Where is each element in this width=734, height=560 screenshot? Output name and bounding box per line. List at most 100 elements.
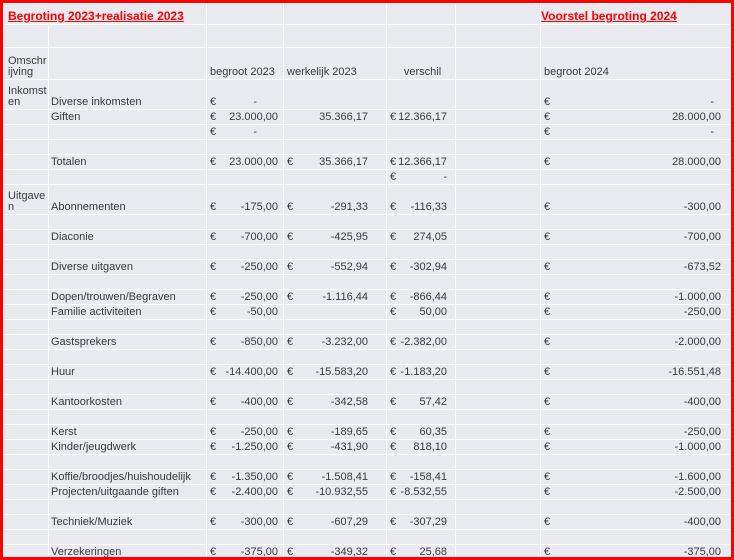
cell-begroot-2024[interactable] xyxy=(540,214,731,230)
cell-begroot-2023[interactable]: € -50,00 xyxy=(206,304,285,320)
row-label-cell[interactable]: Abonnementen xyxy=(47,184,208,215)
cell-verschil[interactable]: € - xyxy=(386,169,457,185)
cell-werkelijk-2023[interactable]: € -189,65 xyxy=(283,424,388,440)
cell-verschil[interactable]: €274,05 xyxy=(386,229,457,245)
cell-empty[interactable] xyxy=(455,469,542,485)
section-label-cell[interactable] xyxy=(3,259,49,275)
header-begroot-2023[interactable]: begroot 2023 xyxy=(206,47,285,80)
cell-werkelijk-2023[interactable] xyxy=(283,169,388,185)
cell-empty[interactable] xyxy=(455,424,542,440)
cell-werkelijk-2023[interactable]: € -1.116,44 xyxy=(283,289,388,305)
cell-empty[interactable] xyxy=(455,349,542,365)
row-label-cell[interactable]: Diaconie xyxy=(47,229,208,245)
cell-werkelijk-2023[interactable]: € -425,95 xyxy=(283,229,388,245)
cell-empty[interactable] xyxy=(206,24,285,48)
cell-empty[interactable] xyxy=(455,214,542,230)
cell-verschil[interactable]: €818,10 xyxy=(386,439,457,455)
cell-verschil[interactable] xyxy=(386,499,457,515)
cell-empty[interactable] xyxy=(455,439,542,455)
row-label-cell[interactable]: Huur xyxy=(47,364,208,380)
cell-empty[interactable] xyxy=(455,154,542,170)
cell-empty[interactable] xyxy=(455,499,542,515)
row-label-cell[interactable]: Diverse inkomsten xyxy=(47,79,208,110)
cell-begroot-2024[interactable] xyxy=(540,454,731,470)
cell-verschil[interactable] xyxy=(386,139,457,155)
row-label-cell[interactable]: Diverse uitgaven xyxy=(47,259,208,275)
row-label-cell[interactable]: Techniek/Muziek xyxy=(47,514,208,530)
cell-verschil[interactable]: €12.366,17 xyxy=(386,154,457,170)
row-label-cell[interactable]: Kantoorkosten xyxy=(47,394,208,410)
cell-begroot-2024[interactable] xyxy=(540,139,731,155)
cell-werkelijk-2023[interactable] xyxy=(283,454,388,470)
section-label-cell[interactable] xyxy=(3,544,49,557)
cell-empty[interactable] xyxy=(455,184,542,215)
cell-verschil[interactable] xyxy=(386,349,457,365)
cell-begroot-2023[interactable]: € -2.400,00 xyxy=(206,484,285,500)
cell-empty[interactable] xyxy=(455,379,542,395)
cell-empty[interactable] xyxy=(283,3,388,25)
cell-werkelijk-2023[interactable] xyxy=(283,409,388,425)
cell-empty[interactable] xyxy=(455,139,542,155)
section-label-cell[interactable] xyxy=(3,229,49,245)
cell-werkelijk-2023[interactable]: € -431,90 xyxy=(283,439,388,455)
cell-empty[interactable] xyxy=(455,364,542,380)
row-label-cell[interactable] xyxy=(47,244,208,260)
cell-empty[interactable] xyxy=(455,484,542,500)
row-label-cell[interactable]: Giften xyxy=(47,109,208,125)
section-label-cell[interactable] xyxy=(3,469,49,485)
cell-werkelijk-2023[interactable] xyxy=(283,244,388,260)
row-label-cell[interactable] xyxy=(47,499,208,515)
cell-verschil[interactable] xyxy=(386,529,457,545)
section-label-cell[interactable] xyxy=(3,499,49,515)
cell-verschil[interactable] xyxy=(386,214,457,230)
section-label-cell[interactable] xyxy=(3,514,49,530)
cell-empty[interactable] xyxy=(455,79,542,110)
cell-werkelijk-2023[interactable] xyxy=(283,139,388,155)
cell-werkelijk-2023[interactable]: €35.366,17 xyxy=(283,154,388,170)
section-label-cell[interactable] xyxy=(3,409,49,425)
section-label-cell[interactable]: Uitgaven xyxy=(3,184,49,215)
cell-empty[interactable] xyxy=(455,514,542,530)
section-label-cell[interactable] xyxy=(3,109,49,125)
section-label-cell[interactable] xyxy=(3,454,49,470)
header-omschrijving[interactable]: Omschrijving xyxy=(3,47,49,80)
cell-verschil[interactable] xyxy=(386,124,457,140)
cell-verschil[interactable]: €60,35 xyxy=(386,424,457,440)
cell-empty[interactable] xyxy=(455,259,542,275)
cell-verschil[interactable]: €25,68 xyxy=(386,544,457,557)
cell-begroot-2023[interactable]: €23.000,00 xyxy=(206,109,285,125)
cell-werkelijk-2023[interactable]: 35.366,17 xyxy=(283,109,388,125)
cell-verschil[interactable] xyxy=(386,244,457,260)
cell-begroot-2024[interactable]: € -1.000,00 xyxy=(540,289,731,305)
cell-begroot-2023[interactable]: € -1.250,00 xyxy=(206,439,285,455)
row-label-cell[interactable]: Kerst xyxy=(47,424,208,440)
cell-empty[interactable] xyxy=(455,544,542,557)
cell-begroot-2024[interactable]: €28.000,00 xyxy=(540,109,731,125)
row-label-cell[interactable] xyxy=(47,529,208,545)
section-label-cell[interactable] xyxy=(3,154,49,170)
cell-werkelijk-2023[interactable]: € -3.232,00 xyxy=(283,334,388,350)
cell-empty[interactable] xyxy=(283,24,388,48)
cell-werkelijk-2023[interactable] xyxy=(283,214,388,230)
row-label-cell[interactable] xyxy=(47,214,208,230)
row-label-cell[interactable]: Gastsprekers xyxy=(47,334,208,350)
cell-empty[interactable] xyxy=(455,319,542,335)
cell-werkelijk-2023[interactable] xyxy=(283,349,388,365)
cell-werkelijk-2023[interactable]: € -291,33 xyxy=(283,184,388,215)
cell-begroot-2024[interactable]: € -400,00 xyxy=(540,394,731,410)
cell-empty[interactable] xyxy=(455,124,542,140)
row-label-cell[interactable]: Totalen xyxy=(47,154,208,170)
cell-empty[interactable] xyxy=(455,3,542,25)
cell-empty[interactable] xyxy=(455,409,542,425)
cell-verschil[interactable]: € -1.183,20 xyxy=(386,364,457,380)
cell-begroot-2023[interactable] xyxy=(206,454,285,470)
cell-begroot-2023[interactable]: € - xyxy=(206,124,285,140)
header-werkelijk-2023[interactable]: werkelijk 2023 xyxy=(283,47,388,80)
cell-empty[interactable] xyxy=(455,454,542,470)
cell-begroot-2024[interactable] xyxy=(540,379,731,395)
section-label-cell[interactable] xyxy=(3,379,49,395)
cell-werkelijk-2023[interactable]: € -15.583,20 xyxy=(283,364,388,380)
cell-begroot-2023[interactable] xyxy=(206,169,285,185)
cell-verschil[interactable] xyxy=(386,274,457,290)
cell-werkelijk-2023[interactable] xyxy=(283,529,388,545)
